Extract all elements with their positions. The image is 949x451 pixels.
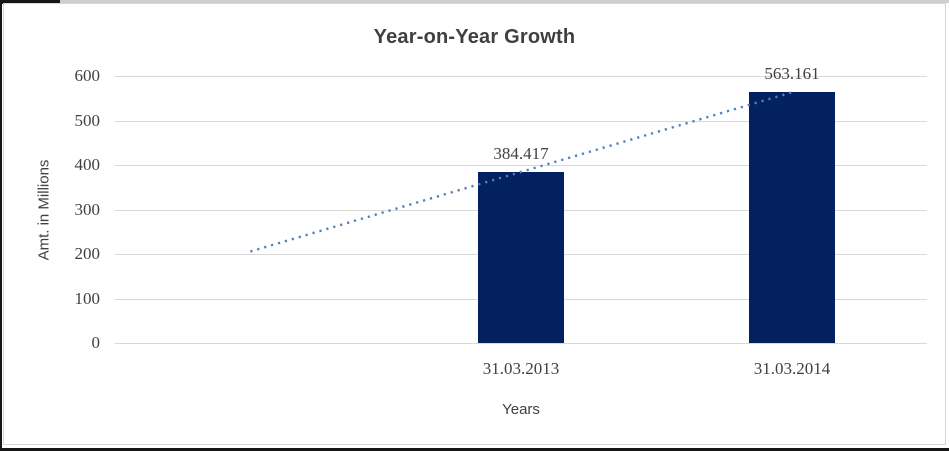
y-tick-label: 600 — [74, 66, 101, 85]
bar — [749, 92, 835, 343]
y-tick-label: 300 — [74, 200, 101, 219]
chart-title: Year-on-Year Growth — [373, 26, 576, 48]
y-tick-label: 400 — [74, 155, 101, 174]
y-tick-label: 0 — [91, 333, 101, 352]
bar — [478, 172, 564, 343]
y-tick-label: 200 — [74, 244, 101, 263]
page-top-border — [0, 0, 949, 3]
x-category-label: 31.03.2013 — [482, 359, 560, 378]
gridline — [115, 76, 927, 77]
page-bottom-border — [0, 448, 949, 451]
page-top-border-dark-segment — [0, 0, 60, 4]
x-axis-title: Years — [502, 401, 540, 418]
gridline — [115, 343, 927, 344]
y-tick-label: 500 — [74, 111, 101, 130]
page-left-border — [0, 0, 2, 451]
bar-value-label: 563.161 — [764, 64, 820, 83]
bar-value-label: 384.417 — [493, 144, 549, 163]
x-category-label: 31.03.2014 — [753, 359, 831, 378]
y-tick-label: 100 — [74, 289, 101, 308]
